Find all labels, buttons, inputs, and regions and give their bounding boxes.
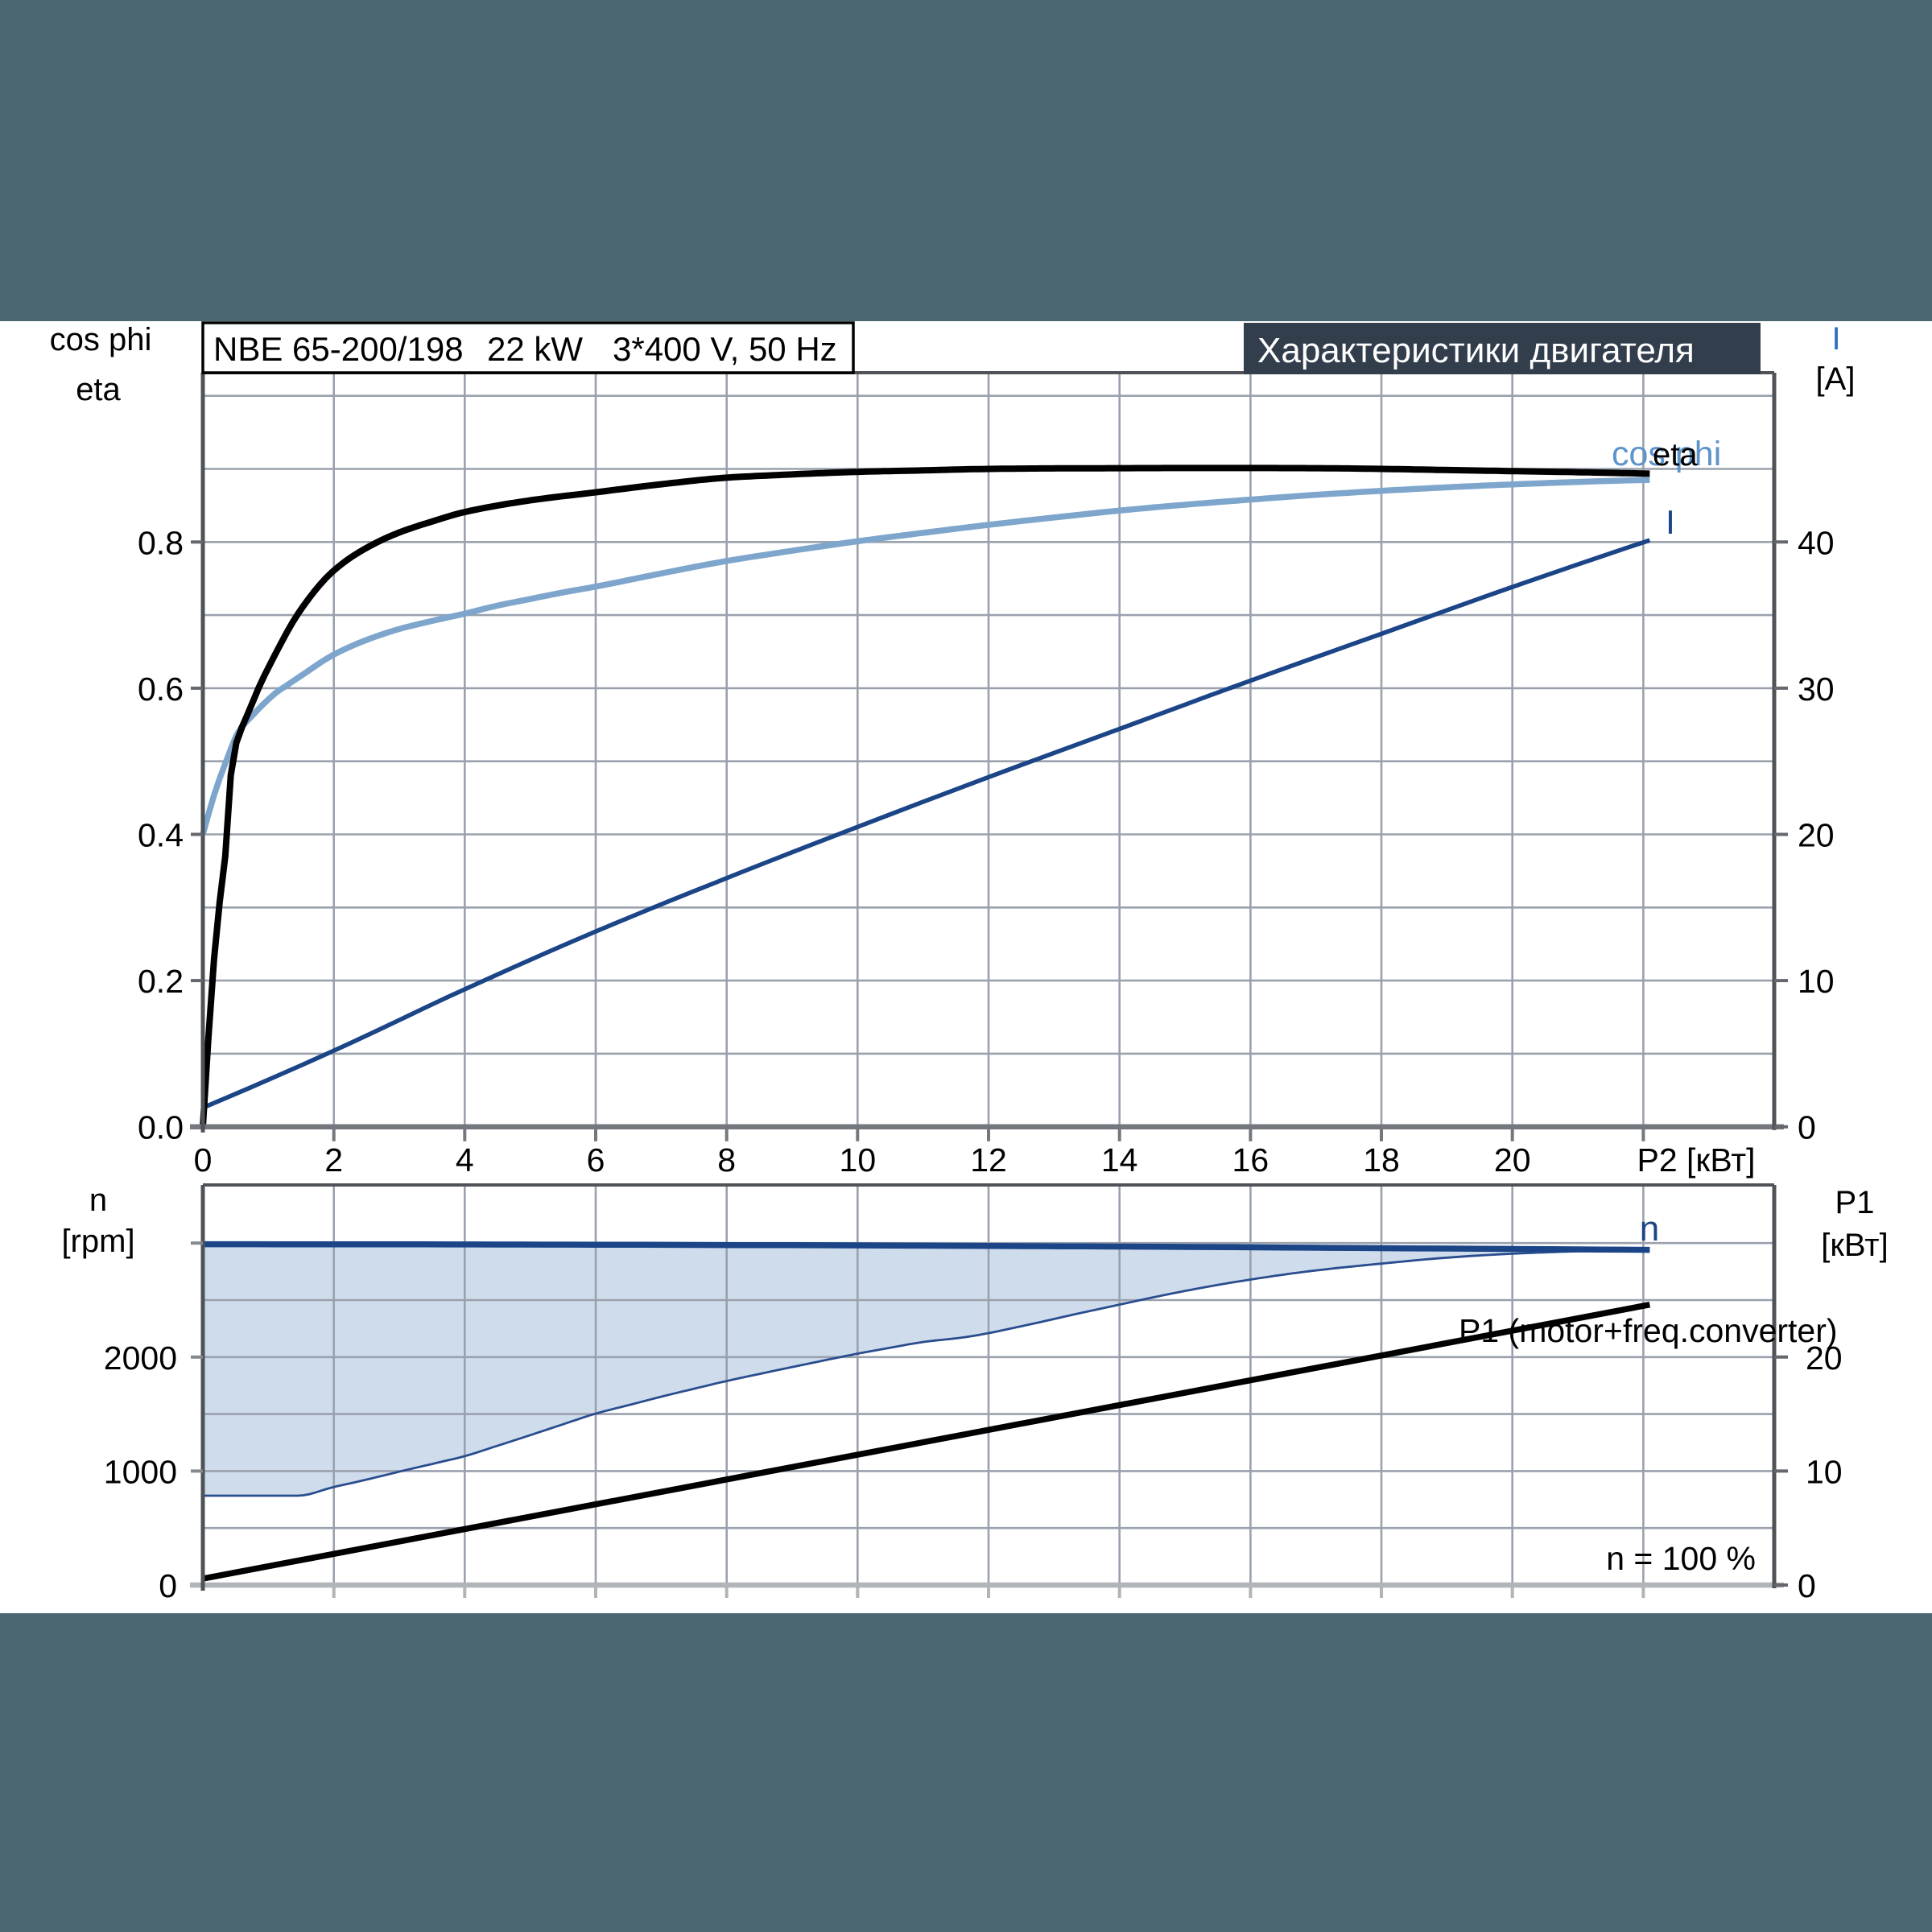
svg-text:20: 20 (1494, 1141, 1531, 1179)
svg-text:22 kW: 22 kW (487, 330, 583, 368)
svg-text:eta: eta (76, 372, 121, 407)
svg-text:3*400 V, 50 Hz: 3*400 V, 50 Hz (613, 330, 837, 368)
svg-text:0.4: 0.4 (138, 817, 184, 854)
svg-text:6: 6 (587, 1141, 605, 1179)
svg-text:n: n (89, 1183, 107, 1218)
svg-text:0.6: 0.6 (138, 671, 184, 708)
svg-text:eta: eta (1653, 437, 1698, 473)
svg-text:P2 [кВт]: P2 [кВт] (1637, 1141, 1755, 1179)
svg-text:0.0: 0.0 (138, 1109, 184, 1146)
svg-text:40: 40 (1798, 524, 1835, 561)
svg-text:cos phi: cos phi (50, 322, 152, 357)
svg-text:Характеристики двигателя: Характеристики двигателя (1257, 331, 1695, 370)
svg-text:0: 0 (194, 1141, 213, 1179)
svg-text:1000: 1000 (104, 1453, 177, 1490)
svg-text:n = 100 %: n = 100 % (1606, 1540, 1756, 1577)
svg-text:0.8: 0.8 (138, 524, 184, 561)
svg-text:[rpm]: [rpm] (61, 1224, 134, 1259)
svg-text:18: 18 (1363, 1141, 1400, 1179)
svg-text:P1 (motor+freq.converter): P1 (motor+freq.converter) (1459, 1312, 1838, 1349)
svg-text:2000: 2000 (104, 1340, 177, 1377)
svg-text:NBE 65-200/198: NBE 65-200/198 (213, 330, 464, 368)
svg-text:2: 2 (324, 1141, 343, 1179)
svg-text:0: 0 (159, 1567, 177, 1604)
svg-text:cos phi: cos phi (1612, 435, 1721, 473)
svg-text:10: 10 (1798, 963, 1835, 1000)
svg-text:4: 4 (456, 1141, 474, 1179)
svg-text:P1: P1 (1835, 1185, 1875, 1220)
svg-text:20: 20 (1806, 1340, 1843, 1377)
svg-text:I: I (1831, 321, 1840, 357)
svg-text:0.2: 0.2 (138, 963, 184, 1000)
svg-text:I: I (1666, 503, 1675, 541)
svg-text:10: 10 (1806, 1453, 1843, 1490)
svg-text:14: 14 (1101, 1141, 1138, 1179)
svg-text:16: 16 (1232, 1141, 1269, 1179)
svg-text:[A]: [A] (1816, 361, 1856, 397)
svg-text:30: 30 (1798, 671, 1835, 708)
svg-text:0: 0 (1798, 1109, 1816, 1146)
svg-text:12: 12 (970, 1141, 1007, 1179)
svg-text:n: n (1640, 1209, 1659, 1249)
svg-text:[кВт]: [кВт] (1821, 1228, 1888, 1263)
svg-text:8: 8 (717, 1141, 736, 1179)
svg-text:10: 10 (840, 1141, 877, 1179)
svg-text:0: 0 (1798, 1567, 1816, 1604)
svg-text:20: 20 (1798, 817, 1835, 854)
